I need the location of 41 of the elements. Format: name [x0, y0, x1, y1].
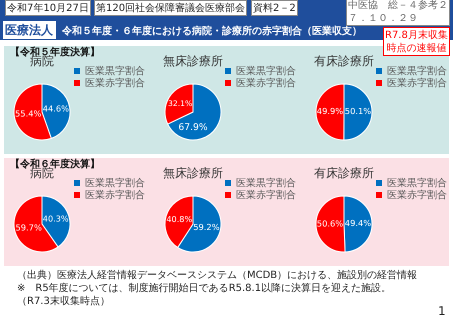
data-label: 59.2%	[193, 222, 220, 232]
legend-label: 医業黒字割合	[236, 177, 296, 189]
legend-label: 医業赤字割合	[85, 189, 145, 201]
text: 令和５年度・６年度における病院・診療所の赤字割合（医業収支）	[61, 25, 362, 37]
text: 中医協 総－４参考２７．１０．２９	[348, 0, 448, 24]
text: ※ R5年度については、制度施行開始日であるR5.8.1以降に決算日を迎えた施設。（R7.3末収集時点）	[17, 282, 392, 307]
text: 1	[438, 304, 446, 318]
legend-label: 医業赤字割合	[236, 77, 296, 89]
data-label: 49.9%	[316, 106, 344, 116]
text: （出典）医療法人経営情報データベースシステム（MCDB）における、施設別の経営情報	[17, 269, 418, 281]
text: 資料2－2	[253, 2, 296, 14]
data-label: 44.6%	[42, 104, 70, 114]
legend-label: 医業赤字割合	[387, 77, 447, 89]
data-label: 67.9%	[178, 122, 208, 133]
data-label: 59.7%	[15, 222, 42, 232]
chart-title: 病院	[30, 166, 54, 180]
data-label: 50.1%	[344, 106, 372, 116]
data-label: 49.4%	[344, 218, 372, 228]
chart-title: 病院	[30, 54, 54, 68]
legend-label: 医業黒字割合	[85, 65, 145, 77]
text: 第120回社会保障審議会医療部会	[96, 2, 246, 14]
legend-label: 医業黒字割合	[387, 177, 447, 189]
chart-title: 有床診療所	[314, 166, 374, 180]
legend-label: 医業赤字割合	[387, 189, 447, 201]
data-label: 50.6%	[316, 218, 344, 228]
legend-label: 医業赤字割合	[85, 77, 145, 89]
text: 令和7年10月27日	[7, 2, 89, 14]
text: 医療法人	[5, 23, 54, 37]
data-label: 55.4%	[14, 108, 42, 118]
chart-title: 無床診療所	[163, 54, 223, 68]
legend-label: 医業黒字割合	[387, 65, 447, 77]
legend-label: 医業黒字割合	[85, 177, 145, 189]
text: R7.8月末収集時点の速報値	[385, 29, 448, 54]
data-label: 40.8%	[166, 214, 192, 224]
data-label: 32.1%	[168, 98, 192, 108]
legend-label: 医業黒字割合	[236, 65, 296, 77]
legend-label: 医業赤字割合	[236, 189, 296, 201]
pie-slice	[167, 84, 222, 140]
data-label: 40.3%	[42, 214, 69, 224]
chart-title: 無床診療所	[163, 166, 223, 180]
chart-title: 有床診療所	[314, 54, 374, 68]
